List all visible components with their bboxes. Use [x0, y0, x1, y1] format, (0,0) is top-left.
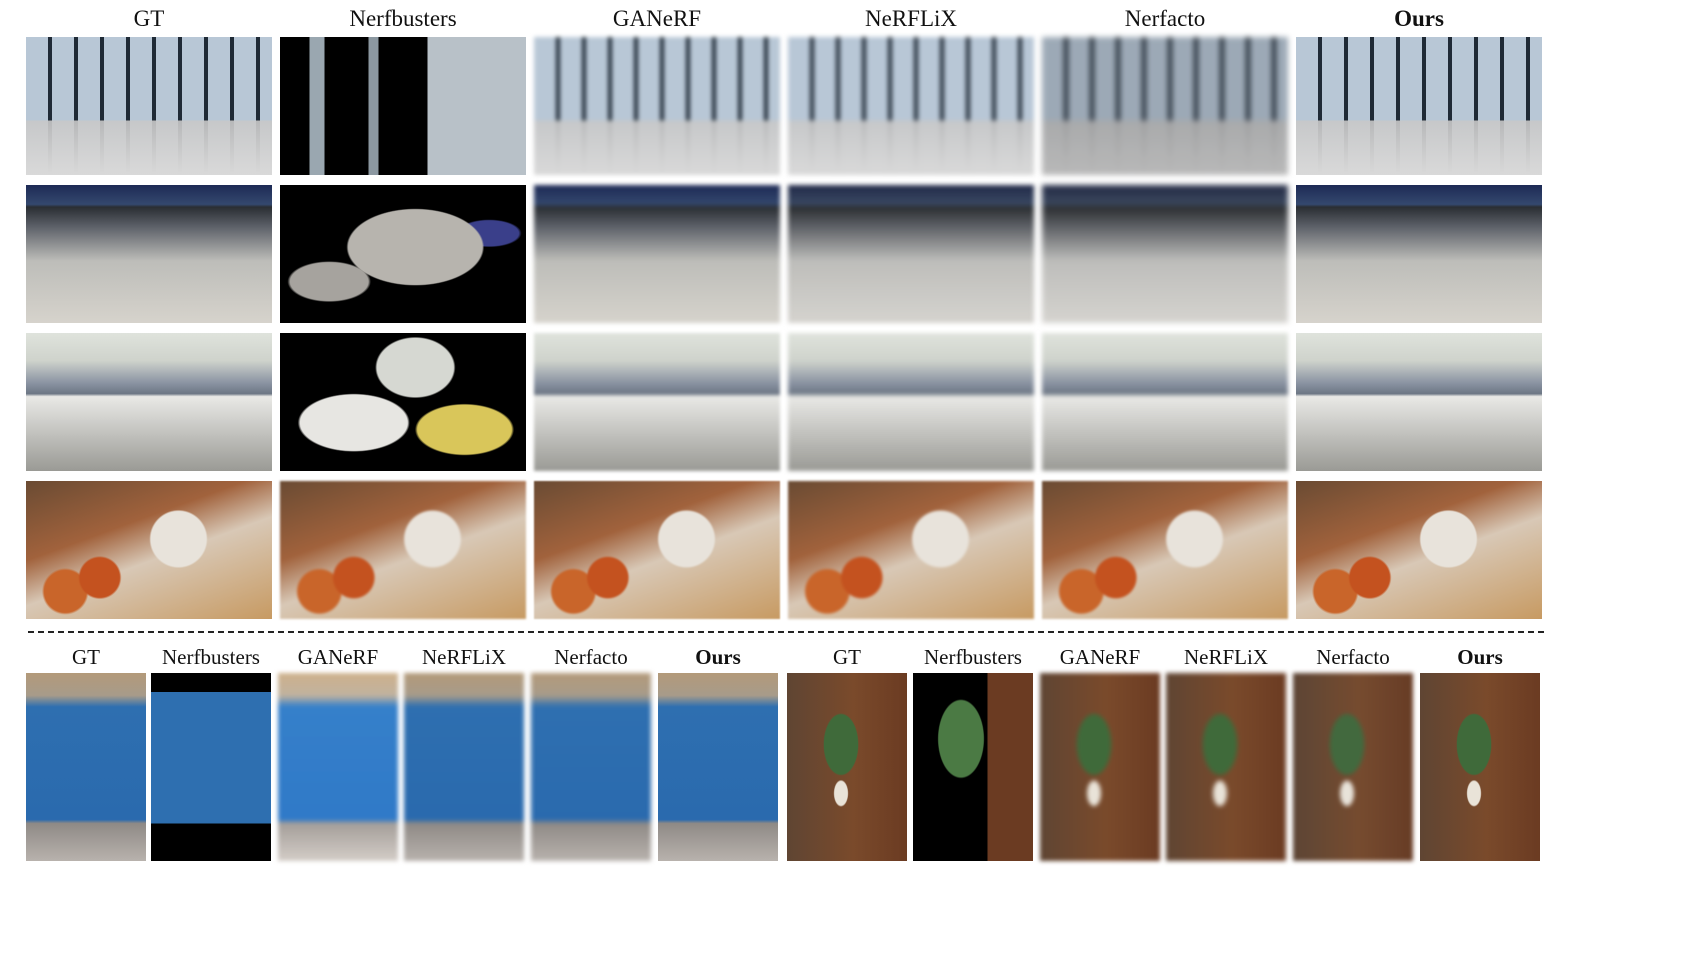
section-divider	[28, 631, 1544, 633]
plant-nerflix-image	[1166, 673, 1286, 861]
bin-gt-image	[26, 673, 146, 861]
hall-ganerf-image	[534, 333, 780, 471]
col-label-ours: Ours	[1394, 6, 1444, 31]
store-ours-image	[1296, 185, 1542, 323]
plant-gt-image	[787, 673, 907, 861]
plant-nerfacto-image	[1293, 673, 1413, 861]
shop-ganerf-image	[534, 481, 780, 619]
bin-nerfbusters-image	[151, 673, 271, 861]
col-label-nerflix: NeRFLiX	[865, 6, 957, 31]
bottom-left-label-gt: GT	[72, 645, 100, 669]
bottom-right-label-nerflix: NeRFLiX	[1184, 645, 1268, 669]
office-gt-image	[26, 37, 272, 175]
bin-ganerf-image	[278, 673, 398, 861]
hall-nerfbusters-image	[280, 333, 526, 471]
shop-nerfacto-image	[1042, 481, 1288, 619]
bin-nerflix-image	[404, 673, 524, 861]
office-ours-image	[1296, 37, 1542, 175]
office-nerflix-image	[788, 37, 1034, 175]
col-label-nerfacto: Nerfacto	[1124, 6, 1206, 31]
hall-gt-image	[26, 333, 272, 471]
office-ganerf-image	[534, 37, 780, 175]
store-nerfbusters-image	[280, 185, 526, 323]
plant-ours-image	[1420, 673, 1540, 861]
hall-ours-image	[1296, 333, 1542, 471]
bin-nerfacto-image	[531, 673, 651, 861]
office-nerfacto-image	[1042, 37, 1288, 175]
col-label-ganerf: GANeRF	[612, 6, 702, 31]
bottom-right-label-ganerf: GANeRF	[1059, 645, 1141, 669]
hall-nerflix-image	[788, 333, 1034, 471]
bottom-left-label-nerfbusters: Nerfbusters	[162, 645, 260, 669]
top-column-headers: GT Nerfbusters GANeRF NeRFLiX Nerfacto O…	[0, 0, 1698, 36]
bottom-left-label-ganerf: GANeRF	[297, 645, 379, 669]
office-nerfbusters-image	[280, 37, 526, 175]
hall-nerfacto-image	[1042, 333, 1288, 471]
col-label-gt: GT	[133, 6, 165, 31]
shop-nerflix-image	[788, 481, 1034, 619]
bin-ours-image	[658, 673, 778, 861]
store-gt-image	[26, 185, 272, 323]
bottom-right-label-nerfbusters: Nerfbusters	[924, 645, 1022, 669]
plant-ganerf-image	[1040, 673, 1160, 861]
bottom-left-label-ours: Ours	[695, 645, 741, 669]
store-nerfacto-image	[1042, 185, 1288, 323]
store-ganerf-image	[534, 185, 780, 323]
bottom-right-label-ours: Ours	[1457, 645, 1503, 669]
bottom-left-label-nerflix: NeRFLiX	[422, 645, 506, 669]
store-nerflix-image	[788, 185, 1034, 323]
shop-nerfbusters-image	[280, 481, 526, 619]
bottom-left-label-nerfacto: Nerfacto	[554, 645, 628, 669]
plant-nerfbusters-image	[913, 673, 1033, 861]
bottom-right-label-gt: GT	[833, 645, 861, 669]
bottom-right-label-nerfacto: Nerfacto	[1316, 645, 1390, 669]
col-label-nerfbusters: Nerfbusters	[349, 6, 457, 31]
shop-gt-image	[26, 481, 272, 619]
shop-ours-image	[1296, 481, 1542, 619]
